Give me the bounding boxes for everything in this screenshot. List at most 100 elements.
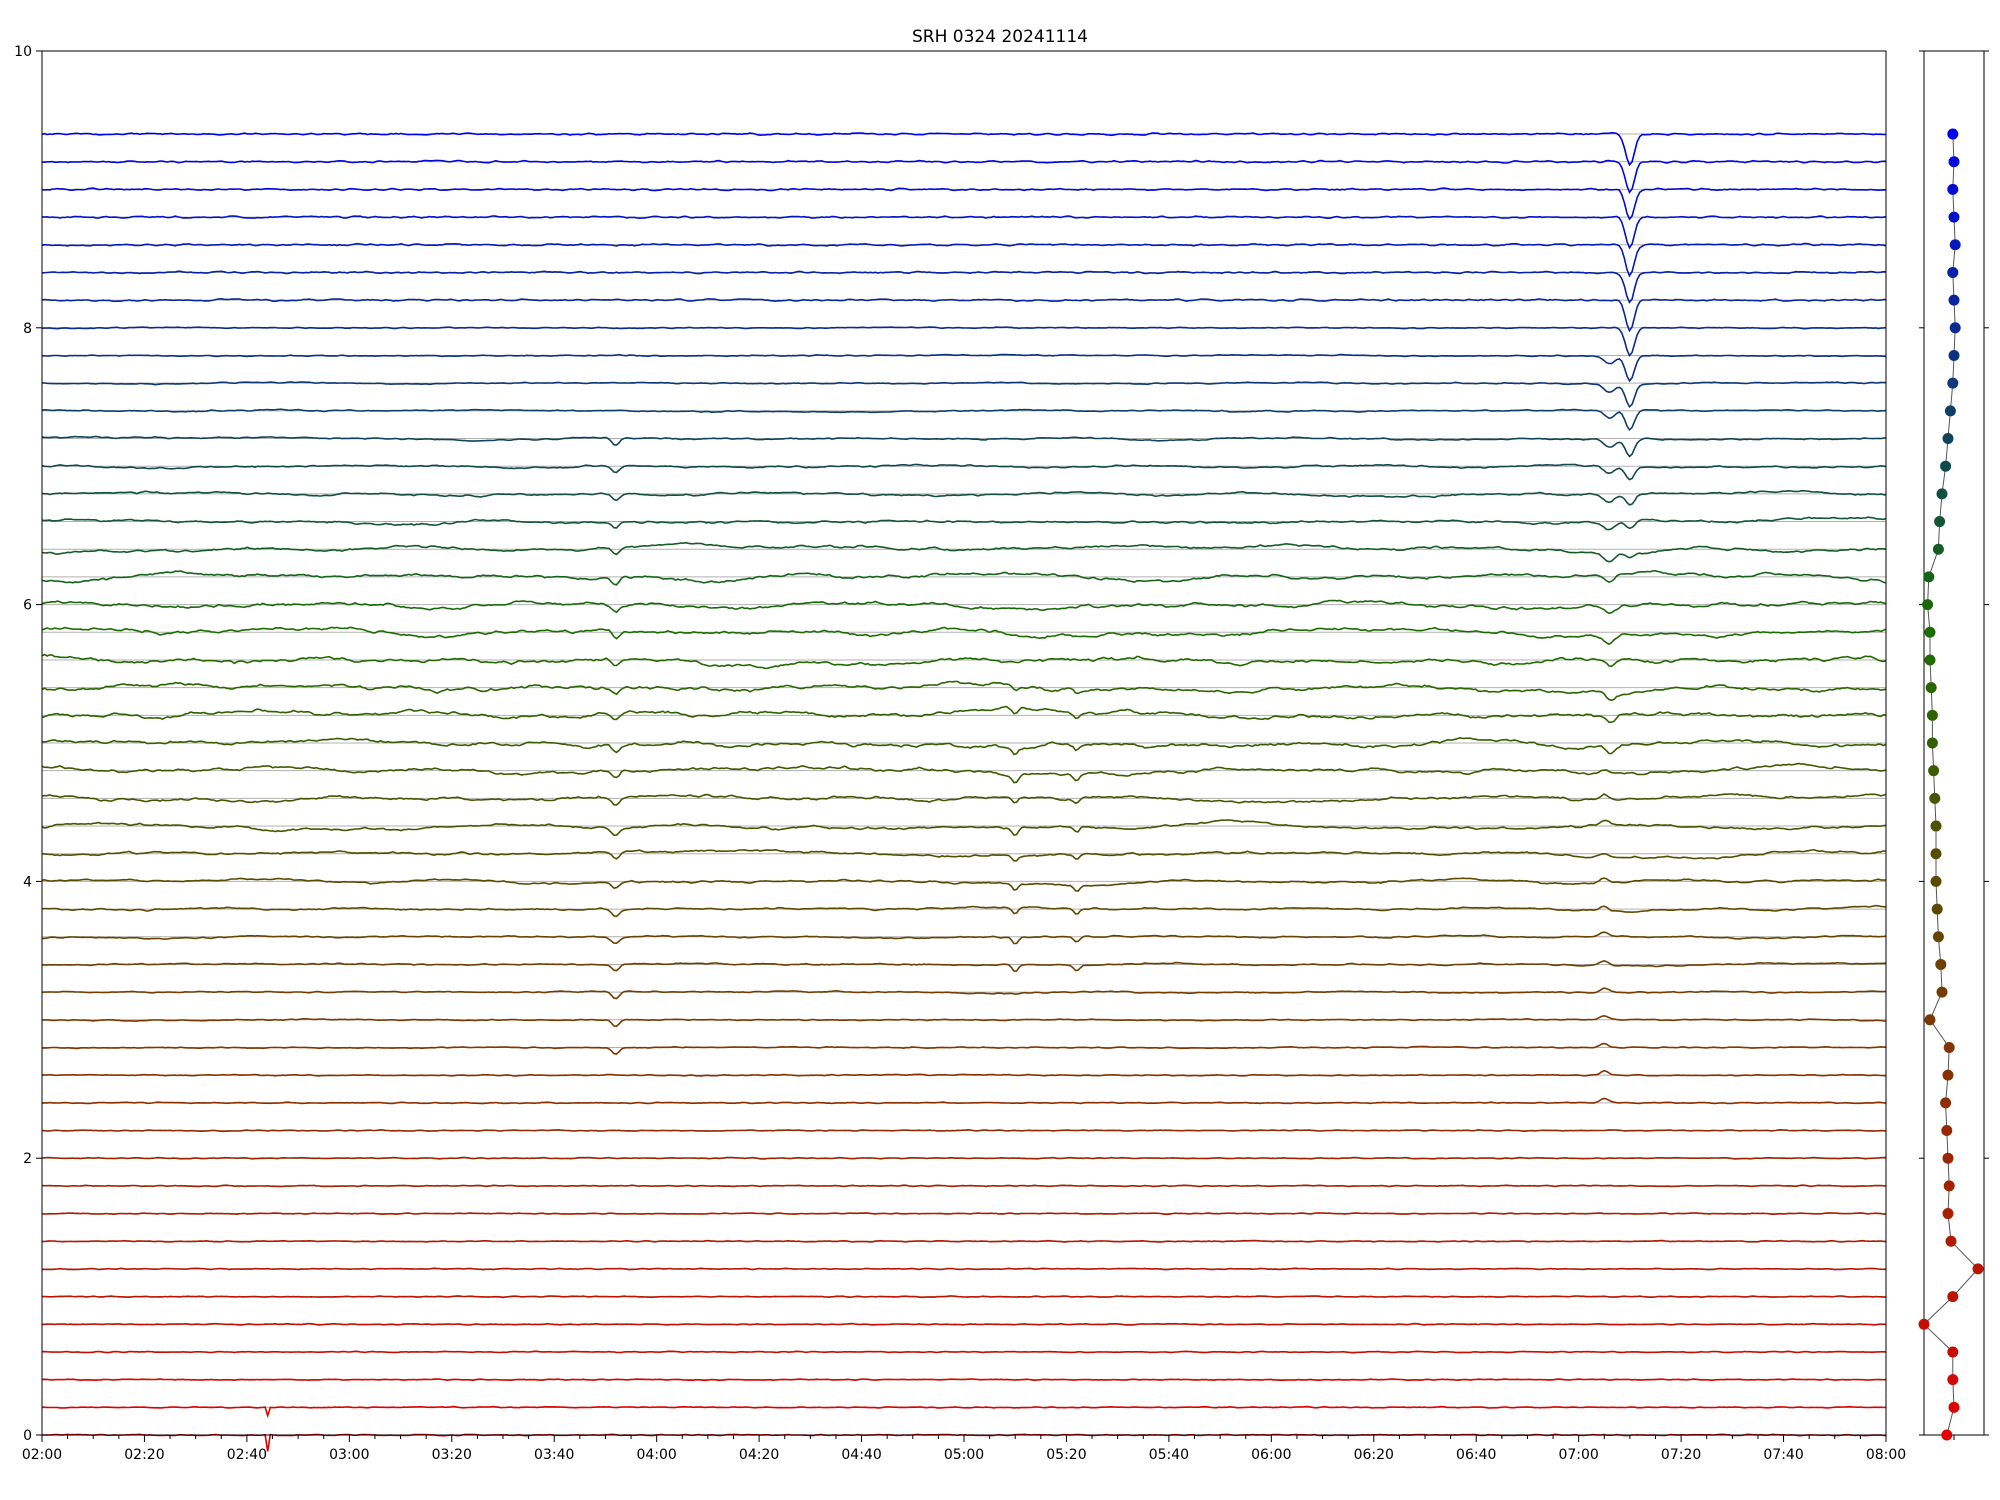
y-tick-label: 10 <box>14 44 32 60</box>
x-tick-label: 07:40 <box>1763 1447 1803 1463</box>
side-point <box>1942 1069 1954 1081</box>
side-point <box>1942 1152 1954 1164</box>
trace-line <box>41 599 1887 615</box>
side-point <box>1949 322 1961 334</box>
x-tick-label: 06:00 <box>1251 1447 1291 1463</box>
side-point <box>1947 1346 1959 1358</box>
trace-line <box>41 1156 1886 1160</box>
trace-line <box>41 1212 1887 1216</box>
side-point <box>1972 1263 1984 1275</box>
side-point <box>1943 1041 1955 1053</box>
side-point <box>1948 156 1960 168</box>
side-point <box>1926 709 1938 721</box>
side-point <box>1918 1318 1930 1330</box>
y-tick-label: 2 <box>23 1151 32 1167</box>
trace-line <box>42 931 1887 945</box>
trace-line <box>41 1184 1887 1188</box>
side-point <box>1947 1291 1959 1303</box>
y-tick-label: 6 <box>23 598 32 614</box>
side-point <box>1930 848 1942 860</box>
side-point <box>1924 1014 1936 1026</box>
trace-line <box>41 626 1887 646</box>
trace-line <box>41 1322 1887 1326</box>
trace-line <box>41 960 1887 972</box>
side-point <box>1940 460 1952 472</box>
side-point <box>1944 405 1956 417</box>
trace-line <box>41 326 1887 357</box>
x-tick-label: 06:40 <box>1456 1447 1496 1463</box>
trace-line <box>41 569 1887 586</box>
x-tick-label: 08:00 <box>1866 1447 1906 1463</box>
x-tick-label: 07:00 <box>1558 1447 1598 1463</box>
side-point <box>1931 903 1943 915</box>
trace-line <box>41 762 1887 784</box>
trace-line <box>42 1239 1887 1243</box>
x-tick-label: 02:20 <box>124 1447 164 1463</box>
trace-line <box>41 541 1887 563</box>
trace-line <box>41 187 1887 221</box>
trace-line <box>41 353 1886 383</box>
side-point <box>1935 958 1947 970</box>
x-tick-label: 04:00 <box>636 1447 676 1463</box>
x-tick-label: 06:20 <box>1354 1447 1394 1463</box>
side-point <box>1929 792 1941 804</box>
side-point <box>1941 1125 1953 1137</box>
trace-line <box>41 270 1887 304</box>
side-point <box>1947 377 1959 389</box>
side-point <box>1948 1401 1960 1413</box>
side-point <box>1930 875 1942 887</box>
side-point <box>1947 183 1959 195</box>
x-tick-label: 07:20 <box>1661 1447 1701 1463</box>
trace-line <box>41 408 1887 432</box>
trace-line <box>41 489 1887 506</box>
trace-line <box>41 1097 1887 1105</box>
side-point <box>1932 931 1944 943</box>
trace-line <box>41 1405 1887 1419</box>
x-tick-label: 04:40 <box>841 1447 881 1463</box>
y-axis: 0 2 4 6 8 10 <box>14 44 42 1444</box>
y-tick-label: 8 <box>23 321 32 337</box>
trace-line <box>41 904 1887 918</box>
trace-line <box>41 435 1887 458</box>
trace-line <box>42 1267 1886 1271</box>
x-tick-label: 04:20 <box>739 1447 779 1463</box>
trace-line <box>41 1295 1887 1299</box>
trace-line <box>41 877 1887 892</box>
side-point <box>1940 1097 1952 1109</box>
trace-line <box>41 1128 1887 1133</box>
side-point <box>1923 571 1935 583</box>
side-point <box>1932 543 1944 555</box>
x-tick-label: 05:20 <box>1046 1447 1086 1463</box>
side-point <box>1948 294 1960 306</box>
side-point <box>1949 239 1961 251</box>
trace-line <box>41 242 1887 278</box>
trace-line <box>41 653 1887 670</box>
side-point <box>1948 211 1960 223</box>
side-point <box>1928 765 1940 777</box>
trace-line <box>41 159 1886 195</box>
trace-line <box>41 736 1887 756</box>
trace-line <box>41 680 1887 702</box>
trace-line <box>41 1350 1887 1354</box>
side-point <box>1925 682 1937 694</box>
side-point <box>1941 1429 1953 1441</box>
x-axis: 02:00 02:20 02:40 03:00 03:20 03:40 04:00 04:20… <box>22 1435 1906 1463</box>
x-tick-label: 03:40 <box>534 1447 574 1463</box>
side-point <box>1930 820 1942 832</box>
side-point <box>1936 488 1948 500</box>
trace-line <box>41 819 1886 837</box>
side-point <box>1924 654 1936 666</box>
chart-title: SRH 0324 20241114 <box>912 27 1088 47</box>
side-point <box>1926 737 1938 749</box>
side-point <box>1945 1235 1957 1247</box>
trace-line <box>41 1378 1886 1382</box>
x-tick-label: 02:00 <box>22 1447 62 1463</box>
x-tick-label: 05:40 <box>1149 1447 1189 1463</box>
x-tick-label: 03:00 <box>329 1447 369 1463</box>
trace-series <box>41 131 1887 1452</box>
x-tick-label: 05:00 <box>944 1447 984 1463</box>
side-point <box>1942 433 1954 445</box>
trace-line <box>41 381 1887 408</box>
trace-line <box>42 1014 1887 1028</box>
